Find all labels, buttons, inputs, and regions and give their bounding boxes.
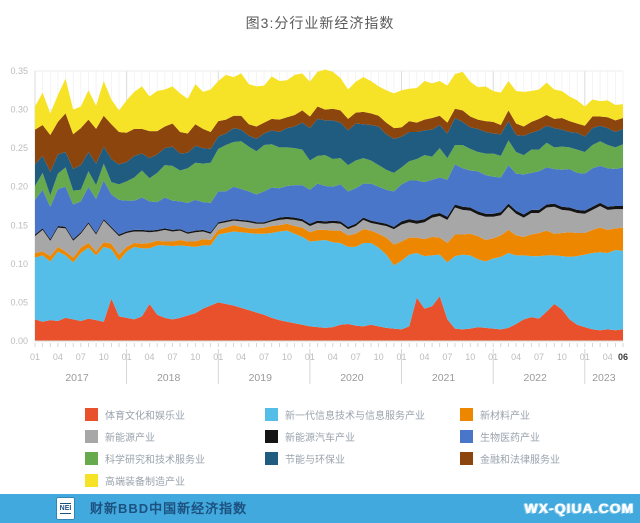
legend-label: 体育文化和娱乐业 [105,411,185,422]
legend-swatch-icon [460,408,473,421]
svg-text:07: 07 [167,352,177,362]
svg-text:10: 10 [282,352,292,362]
svg-text:04: 04 [419,352,429,362]
svg-text:04: 04 [236,352,246,362]
footer-bar: NEI 财新BBD中国新经济指数 WX-QIUA.COM [0,494,640,523]
svg-text:2021: 2021 [432,372,456,384]
svg-text:2022: 2022 [524,372,548,384]
legend-swatch-icon [85,430,98,443]
svg-text:0.05: 0.05 [10,297,28,307]
svg-text:01: 01 [30,352,40,362]
legend-item: 新能源汽车产业 [265,429,460,444]
legend-item: 科学研究和技术服务业 [85,451,265,466]
svg-text:0.10: 0.10 [10,259,28,269]
legend-item: 新材料产业 [460,407,625,422]
area-节能与环保业 [35,118,623,196]
svg-text:04: 04 [511,352,521,362]
svg-text:04: 04 [53,352,63,362]
legend-label: 金融和法律服务业 [480,455,560,466]
stacked-area-chart: 0.00 0.05 0.10 0.15 0.20 0.25 0.30 0.35 01 04 07 10… [10,66,628,384]
legend-swatch-icon [85,474,98,487]
svg-text:0.00: 0.00 [10,336,28,346]
area-新一代信息技术与信息服务产业 [35,230,623,331]
svg-text:10: 10 [465,352,475,362]
svg-text:2018: 2018 [157,372,181,384]
svg-text:07: 07 [351,352,361,362]
svg-text:10: 10 [557,352,567,362]
legend-item: 体育文化和娱乐业 [85,407,265,422]
svg-text:07: 07 [442,352,452,362]
legend-label: 新一代信息技术与信息服务产业 [285,411,425,422]
legend-label: 新能源汽车产业 [285,433,355,444]
svg-text:0.15: 0.15 [10,220,28,230]
area-金融和法律服务业 [35,106,623,173]
svg-text:0.35: 0.35 [10,66,28,76]
svg-text:2019: 2019 [249,372,273,384]
area-科学研究和技术服务业 [35,140,623,207]
svg-text:04: 04 [328,352,338,362]
svg-text:10: 10 [374,352,384,362]
area-体育文化和娱乐业 [35,296,623,341]
nei-logo-text: NEI [59,503,72,514]
watermark-text: WX-QIUA.COM [524,500,634,516]
area-新材料产业 [35,223,623,266]
chart-legend: 体育文化和娱乐业 新一代信息技术与信息服务产业 新材料产业新能源产业 新能源汽车产业 生… [85,407,625,488]
svg-text:2017: 2017 [65,372,89,384]
area-新能源汽车产业 [35,202,623,241]
svg-text:04: 04 [603,352,613,362]
legend-swatch-icon [460,430,473,443]
legend-item: 金融和法律服务业 [460,451,625,466]
svg-text:0.30: 0.30 [10,105,28,115]
svg-text:10: 10 [190,352,200,362]
svg-text:0.20: 0.20 [10,182,28,192]
legend-label: 新材料产业 [480,411,530,422]
legend-swatch-icon [265,452,278,465]
legend-swatch-icon [265,430,278,443]
legend-item: 生物医药产业 [460,429,625,444]
legend-swatch-icon [265,408,278,421]
svg-text:2023: 2023 [592,372,616,384]
legend-swatch-icon [460,452,473,465]
area-新能源产业 [35,206,623,258]
svg-text:07: 07 [76,352,86,362]
legend-item: 高端装备制造产业 [85,473,265,488]
svg-text:0.25: 0.25 [10,143,28,153]
legend-item: 新一代信息技术与信息服务产业 [265,407,460,422]
svg-text:2020: 2020 [340,372,364,384]
legend-swatch-icon [85,408,98,421]
legend-label: 新能源产业 [105,433,155,444]
svg-text:07: 07 [259,352,269,362]
footer-brand-text: 财新BBD中国新经济指数 [90,501,248,516]
legend-item: 新能源产业 [85,429,265,444]
legend-label: 科学研究和技术服务业 [105,455,205,466]
area-生物医药产业 [35,164,623,240]
nei-logo: NEI [56,497,75,520]
legend-item: 节能与环保业 [265,451,460,466]
legend-label: 节能与环保业 [285,455,345,466]
legend-swatch-icon [85,452,98,465]
legend-label: 生物医药产业 [480,433,540,444]
svg-text:07: 07 [534,352,544,362]
svg-text:04: 04 [145,352,155,362]
svg-text:10: 10 [99,352,109,362]
legend-label: 高端装备制造产业 [105,477,185,488]
chart-title: 图3:分行业新经济指数 [245,15,395,31]
svg-text:06: 06 [618,352,628,362]
